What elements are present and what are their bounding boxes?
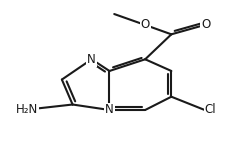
Text: N: N [87,53,96,66]
Text: Cl: Cl [205,103,216,117]
Text: O: O [201,18,210,32]
Text: H₂N: H₂N [16,103,39,117]
Text: O: O [141,18,150,32]
Text: N: N [105,103,114,117]
